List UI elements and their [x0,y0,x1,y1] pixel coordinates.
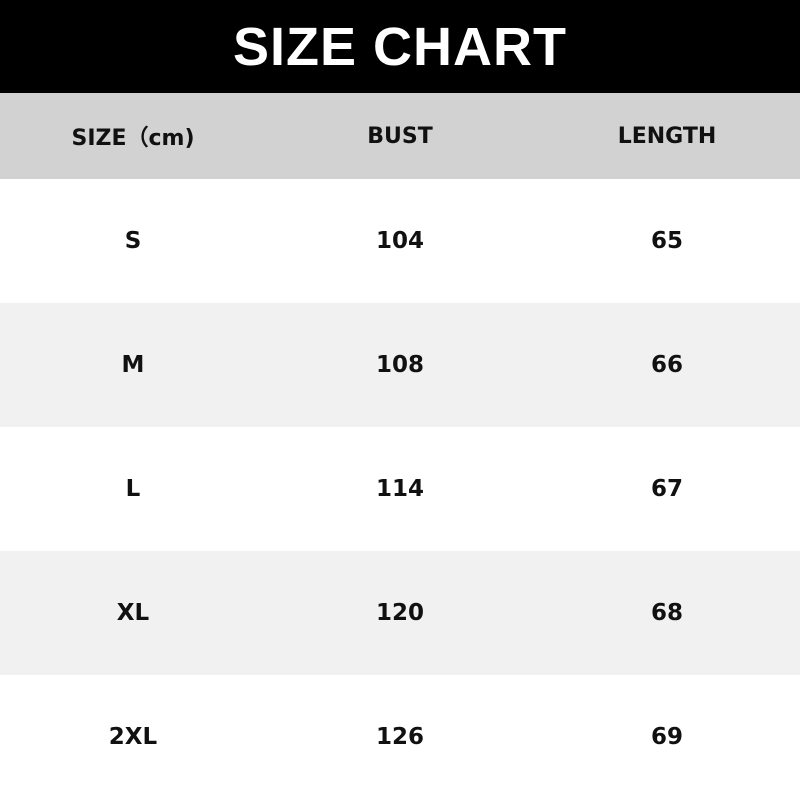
length-cell: 67 [650,476,683,502]
bust-cell: 126 [375,724,424,750]
size-cell: S [124,228,142,254]
bust-cell: 108 [375,352,424,378]
table-header: SIZE（cm) BUST LENGTH [0,93,800,179]
column-header-length: LENGTH [617,123,717,149]
size-cell: M [121,352,145,378]
size-cell: 2XL [108,724,158,750]
bust-cell: 114 [375,476,424,502]
page-title: SIZE CHART [0,0,800,93]
column-header-bust: BUST [367,123,433,149]
length-cell: 68 [650,600,683,626]
length-cell: 69 [650,724,683,750]
bust-cell: 120 [375,600,424,626]
size-cell: L [125,476,141,502]
table-row: 2XL 126 69 [0,675,800,799]
size-cell: XL [116,600,150,626]
length-cell: 65 [650,228,683,254]
table-row: S 104 65 [0,179,800,303]
table-row: M 108 66 [0,303,800,427]
length-cell: 66 [650,352,683,378]
column-header-size: SIZE（cm) [71,126,195,151]
bust-cell: 104 [375,228,424,254]
table-row: L 114 67 [0,427,800,551]
table-row: XL 120 68 [0,551,800,675]
